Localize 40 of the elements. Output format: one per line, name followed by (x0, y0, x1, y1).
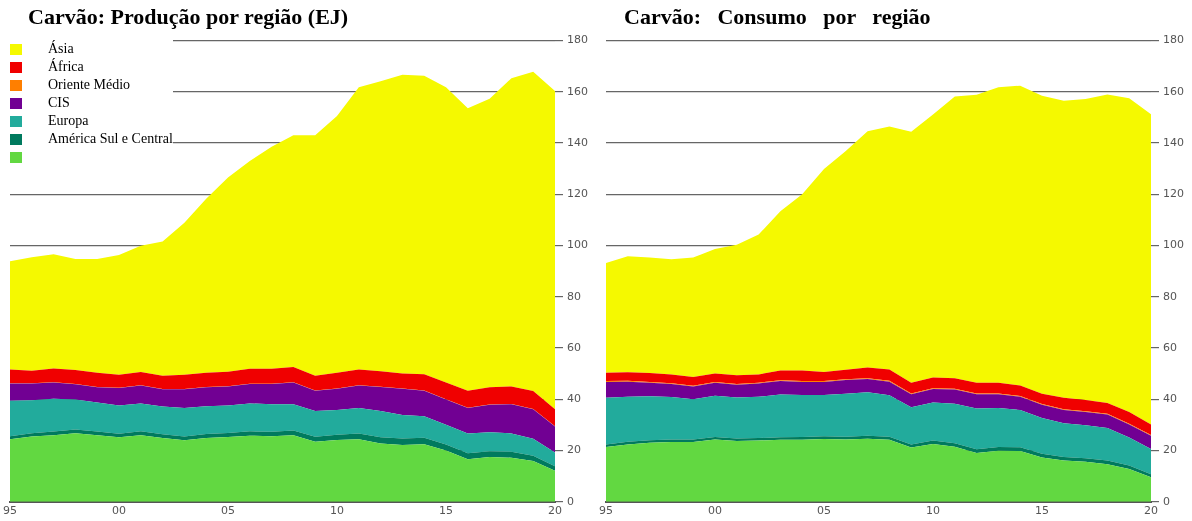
y-tick-label: 0 (1163, 494, 1170, 508)
x-tick-label: 00 (112, 504, 126, 518)
x-tick-label: 20 (1144, 504, 1158, 518)
legend-label: CIS (48, 95, 70, 111)
x-tick-label: 15 (1035, 504, 1049, 518)
legend-label: América Sul e Central (48, 131, 173, 147)
y-tick-label: 100 (567, 238, 588, 252)
y-tick-label: 0 (567, 494, 574, 508)
y-tick-label: 160 (1163, 84, 1184, 98)
x-tick-label: 20 (548, 504, 562, 518)
y-tick-label: 180 (1163, 33, 1184, 47)
y-tick-label: 80 (567, 289, 581, 303)
y-tick-label: 180 (567, 33, 588, 47)
y-tick-label: 140 (567, 135, 588, 149)
x-tick-label: 05 (817, 504, 831, 518)
x-tick-label: 95 (599, 504, 613, 518)
chart-title: Carvão: Consumo por região (624, 4, 931, 30)
legend-label: África (48, 59, 84, 75)
y-tick-label: 160 (567, 84, 588, 98)
legend-label: Ásia (48, 41, 74, 57)
x-tick-label: 10 (330, 504, 344, 518)
y-tick-label: 100 (1163, 238, 1184, 252)
y-tick-label: 60 (1163, 340, 1177, 354)
y-tick-label: 40 (567, 392, 581, 406)
x-tick-label: 15 (439, 504, 453, 518)
y-tick-label: 80 (1163, 289, 1177, 303)
legend-label: Europa (48, 113, 89, 129)
chart-title: Carvão: Produção por região (EJ) (28, 4, 349, 30)
y-tick-label: 120 (1163, 187, 1184, 201)
legend-label: Oriente Médio (48, 77, 131, 93)
x-tick-label: 05 (221, 504, 235, 518)
y-tick-label: 40 (1163, 392, 1177, 406)
x-tick-label: 00 (708, 504, 722, 518)
y-tick-label: 20 (567, 443, 581, 457)
x-tick-label: 10 (926, 504, 940, 518)
y-tick-label: 60 (567, 340, 581, 354)
y-tick-label: 20 (1163, 443, 1177, 457)
x-tick-label: 95 (3, 504, 17, 518)
y-tick-label: 120 (567, 187, 588, 201)
y-tick-label: 140 (1163, 135, 1184, 149)
